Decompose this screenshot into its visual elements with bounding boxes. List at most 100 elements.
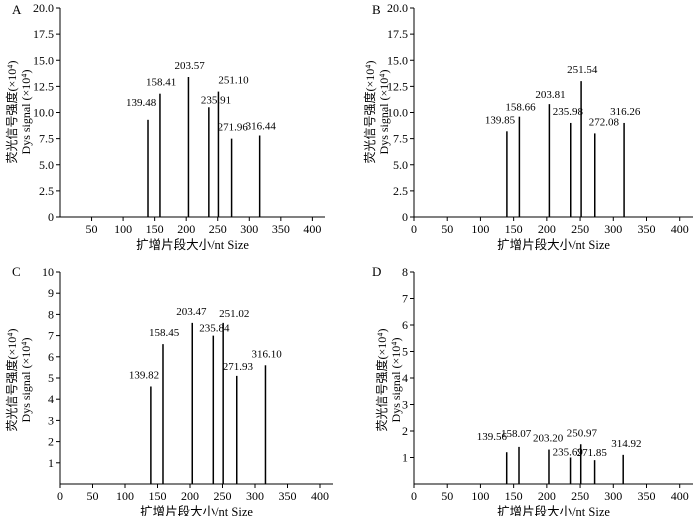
y-tick-label: 7.5 [39,132,54,146]
x-tick-label: 150 [146,222,164,236]
x-tick-label: 50 [441,222,453,236]
peak-label: 139.56 [477,431,508,443]
panel-letter: C [12,264,21,279]
x-tick-label: 300 [604,489,622,503]
x-tick-label: 400 [303,222,321,236]
y-tick-label: 10 [42,265,54,279]
peak-label: 271.93 [223,361,254,373]
x-tick-label: 50 [87,489,99,503]
x-tick-label: 50 [86,222,98,236]
y-tick-label: 12.5 [33,79,54,93]
y-axis-label: 荧光信号强度(×10⁴)Dys signal (×10⁴) [4,61,33,164]
y-tick-label: 3 [402,398,408,412]
y-axis-label-en: Dys signal (×10⁴) [389,338,403,423]
y-tick-label: 6 [402,318,408,332]
x-axis-label: 扩增片段大小/nt Size [497,504,610,516]
peak-label: 203.81 [535,89,565,101]
y-tick-label: 5.0 [393,158,408,172]
panel-letter: B [372,2,381,17]
x-tick-label: 350 [272,222,290,236]
x-axis-label: 扩增片段大小/nt Size [497,237,610,252]
peak-label: 139.48 [126,97,157,109]
y-tick-label: 6 [48,350,54,364]
y-tick-label: 12.5 [387,79,408,93]
y-tick-label: 1 [48,456,54,470]
x-tick-label: 0 [57,489,63,503]
x-tick-label: 250 [214,489,232,503]
panel-letter: A [12,2,22,17]
peak-label: 316.44 [246,120,277,132]
y-tick-label: 17.5 [387,27,408,41]
y-tick-label: 20.0 [33,1,54,15]
peak-label: 139.85 [485,114,516,126]
chart-panel-a: A 0 2.5 5.0 7.5 10.0 12.5 15.0 17.5 20.0 50 100 150 2… [4,1,325,252]
y-tick-label: 1 [402,451,408,465]
y-axis-label-cn: 荧光信号强度(×10⁴) [4,61,19,164]
x-tick-label: 250 [571,222,589,236]
x-tick-label: 300 [240,222,258,236]
peak-label: 314.92 [611,438,641,450]
x-tick-label: 300 [604,222,622,236]
x-tick-label: 400 [671,489,689,503]
peak-label: 235.91 [201,94,231,106]
y-tick-label: 3 [48,413,54,427]
y-tick-label: 0 [48,210,54,224]
x-tick-label: 250 [209,222,227,236]
y-axis-label-cn: 荧光信号强度(×10⁴) [4,329,19,432]
x-tick-label: 150 [505,222,523,236]
y-tick-label: 2 [48,435,54,449]
x-tick-label: 200 [538,489,556,503]
y-tick-label: 2.5 [39,184,54,198]
peak-label: 158.45 [149,327,180,339]
x-tick-label: 0 [411,222,417,236]
y-tick-label: 9 [48,286,54,300]
y-axis-label-cn: 荧光信号强度(×10⁴) [374,329,389,432]
y-axis-label: 荧光信号强度(×10⁴)Dys signal (×10⁴) [4,329,33,432]
y-tick-label: 5 [48,371,54,385]
peak-label: 235.84 [199,323,230,335]
peak-label: 316.26 [610,106,641,118]
peak-label: 316.10 [251,348,282,360]
y-tick-label: 15.0 [387,53,408,67]
y-tick-label: 8 [402,265,408,279]
y-tick-label: 7 [48,329,54,343]
peak-label: 158.07 [501,428,532,440]
peak-label: 139.82 [129,369,159,381]
y-axis-label-en: Dys signal (×10⁴) [377,70,391,155]
peak-label: 272.08 [589,116,620,128]
x-tick-label: 250 [571,489,589,503]
y-tick-label: 4 [402,371,408,385]
y-axis-label-en: Dys signal (×10⁴) [19,70,33,155]
peak-label: 250.97 [567,427,598,439]
y-tick-label: 7.5 [393,132,408,146]
chart-panel-b: B 0 2.5 5.0 7.5 10.0 12.5 15.0 17.5 20.0 0 50 100 150… [362,1,693,252]
x-tick-label: 350 [638,489,656,503]
peak-label: 251.02 [219,308,249,320]
x-tick-label: 0 [411,489,417,503]
y-tick-label: 7 [402,292,408,306]
y-tick-label: 2.5 [393,184,408,198]
y-tick-label: 15.0 [33,53,54,67]
x-tick-label: 200 [181,489,199,503]
x-tick-label: 300 [246,489,264,503]
peak-label: 271.85 [577,447,608,459]
x-tick-label: 400 [671,222,689,236]
peak-label: 203.20 [533,433,564,445]
y-tick-label: 2 [402,424,408,438]
x-tick-label: 50 [441,489,453,503]
peak-label: 203.57 [174,60,205,72]
y-axis-label-en: Dys signal (×10⁴) [19,338,33,423]
peak-label: 235.69 [553,447,584,459]
x-tick-label: 150 [505,489,523,503]
y-tick-label: 17.5 [33,27,54,41]
y-tick-label: 5.0 [39,158,54,172]
y-tick-label: 20.0 [387,1,408,15]
x-tick-label: 100 [116,489,134,503]
y-tick-label: 10.0 [33,106,54,120]
peak-label: 203.47 [176,306,207,318]
y-axis-label-cn: 荧光信号强度(×10⁴) [362,61,377,164]
x-tick-label: 100 [471,489,489,503]
x-tick-label: 350 [638,222,656,236]
